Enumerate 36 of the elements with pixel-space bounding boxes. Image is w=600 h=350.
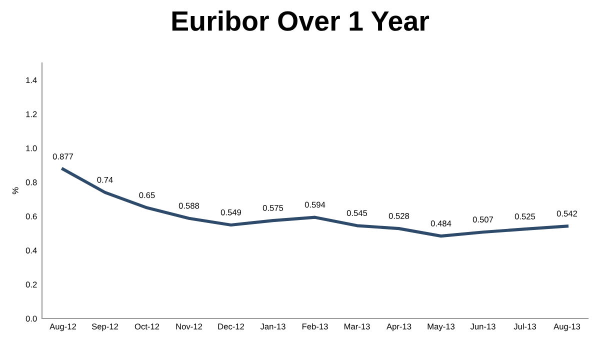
- y-tick-label: 0.6: [26, 214, 37, 220]
- data-label: 0.525: [514, 214, 536, 220]
- x-tick-label: Jun-13: [470, 324, 496, 330]
- data-label: 0.65: [139, 192, 155, 198]
- y-tick-label: 1.4: [26, 77, 37, 84]
- x-tick-label: Dec-12: [218, 324, 244, 330]
- x-tick-label: Oct-12: [134, 324, 160, 330]
- data-label: 0.594: [304, 202, 326, 208]
- data-label: 0.484: [430, 220, 452, 226]
- chart-title: Euribor Over 1 Year: [172, 10, 430, 31]
- x-tick-label: Apr-13: [386, 324, 412, 332]
- x-tick-label: Nov-12: [176, 324, 202, 330]
- data-label: 0.545: [346, 210, 368, 216]
- y-tick-label: 0.4: [26, 248, 37, 254]
- x-tick-label: Jan-13: [260, 324, 286, 330]
- x-tick-label: Sep-12: [92, 324, 118, 332]
- data-label: 0.74: [97, 176, 113, 183]
- x-tick-label: Feb-13: [302, 323, 328, 330]
- y-tick-label: 0.8: [26, 179, 37, 186]
- y-tick-label: 1.0: [26, 145, 37, 152]
- data-label: 0.575: [262, 205, 284, 211]
- data-label: 0.507: [472, 216, 494, 222]
- data-label: 0.549: [220, 209, 242, 216]
- data-label: 0.542: [556, 210, 578, 217]
- y-tick-label: 0.0: [26, 316, 37, 322]
- data-label: 0.877: [52, 154, 74, 160]
- x-tick-label: Jul-13: [514, 323, 536, 330]
- y-tick-label: 1.2: [26, 111, 37, 118]
- x-tick-label: Mar-13: [344, 324, 370, 330]
- x-tick-label: Aug-13: [554, 324, 580, 332]
- data-label: 0.588: [178, 202, 200, 209]
- x-tick-label: May-13: [428, 324, 455, 332]
- y-tick-label: 0.2: [26, 282, 37, 288]
- y-axis-title: %: [12, 187, 18, 194]
- data-label: 0.528: [388, 213, 410, 219]
- x-tick-label: Aug-12: [50, 324, 76, 332]
